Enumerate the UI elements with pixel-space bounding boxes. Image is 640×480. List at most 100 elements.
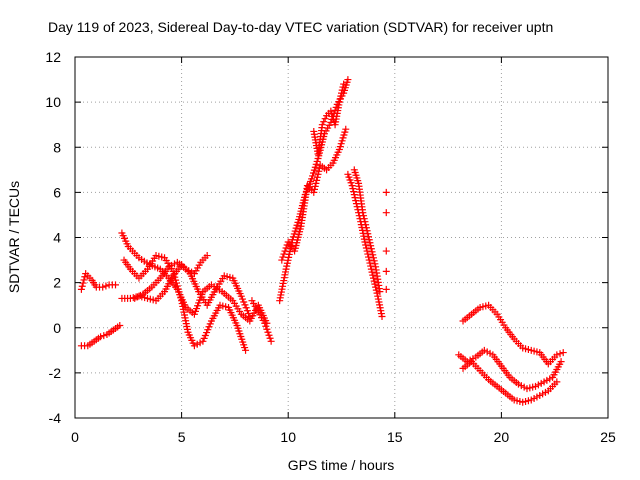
data-point xyxy=(382,285,390,293)
series-track-j xyxy=(310,80,348,158)
data-point xyxy=(382,267,390,275)
data-point xyxy=(337,92,345,100)
data-point xyxy=(371,260,379,268)
data-point xyxy=(100,332,108,340)
data-point xyxy=(314,170,322,178)
data-point xyxy=(242,346,250,354)
data-point xyxy=(267,337,275,345)
data-point xyxy=(112,281,120,289)
y-tick-label: -2 xyxy=(49,365,62,381)
data-point xyxy=(279,253,287,261)
data-point xyxy=(116,321,124,329)
data-point xyxy=(78,282,86,290)
data-point xyxy=(344,76,352,84)
data-point xyxy=(370,257,378,265)
data-point xyxy=(362,224,370,232)
data-point xyxy=(361,238,369,246)
data-point xyxy=(370,277,378,285)
data-point xyxy=(367,245,375,253)
data-point xyxy=(313,173,321,181)
series-track-e xyxy=(120,252,250,354)
x-tick-label: 15 xyxy=(387,429,403,445)
series-track-o xyxy=(455,346,565,393)
y-tick-label: 8 xyxy=(53,139,61,155)
data-point xyxy=(312,179,320,187)
data-point xyxy=(172,279,180,287)
data-point xyxy=(338,89,345,97)
series-track-k xyxy=(344,170,386,320)
data-point xyxy=(359,209,367,217)
data-point xyxy=(363,247,371,255)
data-point xyxy=(311,182,319,190)
data-point xyxy=(320,118,328,126)
data-point xyxy=(265,331,273,339)
data-point xyxy=(556,350,564,358)
data-point xyxy=(262,322,270,330)
x-axis-label: GPS time / hours xyxy=(288,457,395,473)
series-track-g xyxy=(248,297,275,345)
data-point xyxy=(372,283,380,291)
x-tick-label: 10 xyxy=(280,429,296,445)
series-track-p xyxy=(459,358,561,406)
data-point xyxy=(369,271,377,279)
series-track-n xyxy=(459,301,567,368)
data-point xyxy=(368,248,376,256)
y-axis-tick-labels: -4 -2 0 2 4 6 8 10 12 xyxy=(45,49,61,426)
data-point xyxy=(365,233,373,241)
data-point xyxy=(367,262,375,270)
series-track-b xyxy=(77,270,120,293)
data-point xyxy=(263,325,271,333)
chart-title: Day 119 of 2023, Sidereal Day-to-day VTE… xyxy=(48,19,553,35)
data-point xyxy=(315,167,323,175)
data-point xyxy=(368,268,376,276)
data-point xyxy=(102,282,110,290)
data-point xyxy=(280,250,288,258)
data-point xyxy=(342,125,350,133)
data-point xyxy=(313,176,321,184)
data-point xyxy=(382,209,390,217)
data-point xyxy=(338,86,346,94)
y-tick-label: 12 xyxy=(45,49,61,65)
series-track-m xyxy=(382,188,390,293)
data-point xyxy=(310,188,318,196)
data-point xyxy=(77,285,85,293)
data-point xyxy=(362,241,370,249)
data-point xyxy=(367,242,375,250)
y-tick-label: -4 xyxy=(49,410,62,426)
data-point xyxy=(362,221,370,229)
x-axis-tick-labels: 0 5 10 15 20 25 xyxy=(71,429,616,445)
data-point xyxy=(366,239,374,247)
grid-lines xyxy=(75,57,608,418)
data-point xyxy=(367,265,375,273)
data-point xyxy=(278,256,286,264)
data-point xyxy=(321,115,329,123)
data-point xyxy=(360,212,368,220)
data-point xyxy=(339,83,347,91)
data-point xyxy=(365,256,373,264)
data-point xyxy=(559,349,567,357)
data-points xyxy=(77,76,567,406)
data-point xyxy=(261,319,269,327)
data-point xyxy=(369,274,377,282)
data-point xyxy=(363,227,371,235)
data-point xyxy=(372,286,380,294)
data-point xyxy=(364,250,372,258)
x-tick-label: 5 xyxy=(178,429,186,445)
y-tick-label: 4 xyxy=(53,230,61,246)
data-point xyxy=(81,273,89,281)
y-axis-label: SDTVAR / TECUs xyxy=(6,181,22,293)
data-point xyxy=(99,283,107,291)
data-point xyxy=(382,247,390,255)
x-tick-label: 25 xyxy=(600,429,616,445)
data-point xyxy=(203,252,211,260)
data-point xyxy=(80,276,88,284)
plot-frame xyxy=(74,56,609,419)
series-track-d xyxy=(118,229,271,327)
data-point xyxy=(364,230,372,238)
data-point xyxy=(336,95,344,103)
data-point xyxy=(350,191,358,199)
data-point xyxy=(360,215,368,223)
series-track-i xyxy=(278,125,350,264)
y-tick-label: 6 xyxy=(53,184,61,200)
